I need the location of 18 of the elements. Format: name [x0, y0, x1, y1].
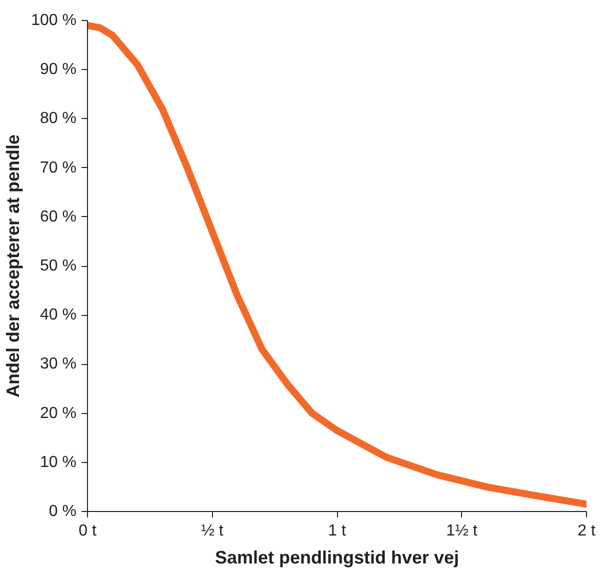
y-axis-title: Andel der accepterer at pendle [3, 134, 24, 398]
y-tick-label: 50 % [40, 258, 76, 274]
y-tick-label: 80 % [40, 110, 76, 128]
y-tick-label: 60 % [40, 208, 76, 226]
y-tick-label: 30 % [40, 356, 76, 373]
x-tick-label: 1½ t [446, 522, 478, 540]
y-tick-label: 70 % [40, 159, 76, 176]
y-tick-label: 100 % [31, 12, 77, 29]
y-tick-label: 10 % [40, 454, 76, 471]
y-tick-label: 0 % [48, 503, 77, 520]
x-tick-label: 2 t [578, 522, 596, 540]
y-tick-label: 40 % [40, 306, 76, 324]
x-tick-label: ½ t [201, 522, 224, 540]
x-axis-title: Samlet pendlingstid hver vej [214, 548, 460, 568]
y-tick-label: 20 % [40, 404, 76, 422]
x-tick-label: 0 t [78, 522, 97, 540]
y-tick-label: 90 % [40, 61, 76, 78]
x-tick-label: 1 t [328, 522, 346, 540]
